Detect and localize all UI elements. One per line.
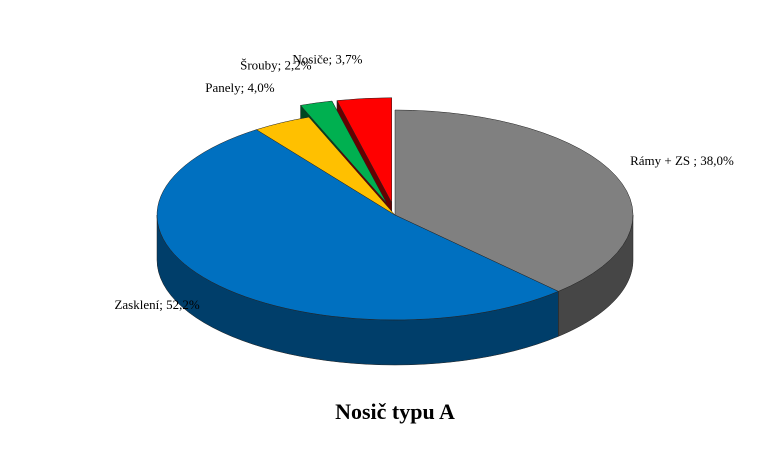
pie-slice: [156, 129, 559, 321]
data-label: Zasklení; 52,2%: [114, 297, 199, 312]
pie-slice: [394, 109, 634, 292]
pie-slice: [300, 100, 387, 204]
data-label: Rámy + ZS ; 38,0%: [630, 153, 734, 168]
pie-slice: [336, 97, 393, 203]
data-label: Nosiče; 3,7%: [292, 52, 362, 67]
data-label: Panely; 4,0%: [205, 80, 274, 95]
chart-title: Nosič typu A: [335, 399, 455, 424]
pie-slice: [255, 116, 396, 216]
data-label: Šrouby; 2,2%: [240, 58, 312, 73]
